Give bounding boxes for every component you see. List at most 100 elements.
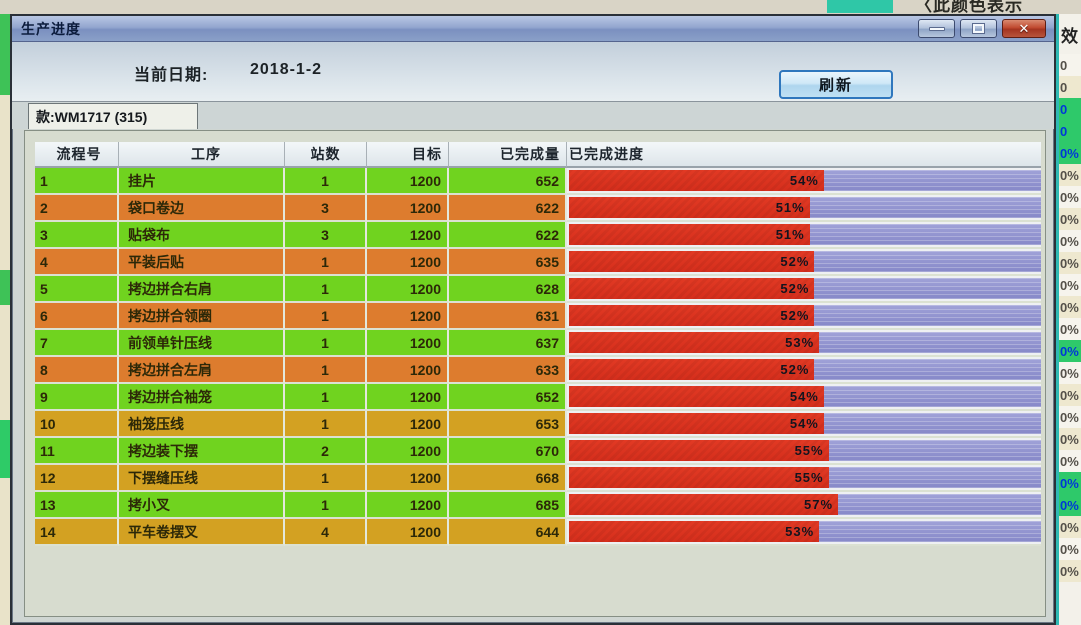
cell-completed: 644 (449, 519, 567, 546)
table-row: 10 袖笼压线 1 1200 653 54% (35, 411, 1041, 438)
column-header: 工序 (119, 142, 285, 168)
current-date-label: 当前日期: (134, 67, 209, 84)
cell-progress: 57% (567, 492, 1041, 519)
progress-bar-fill: 52% (569, 278, 814, 299)
table-row: 4 平装后贴 1 1200 635 52% (35, 249, 1041, 276)
cell-completed: 668 (449, 465, 567, 492)
progress-percent-label: 54% (789, 173, 819, 188)
cell-stations: 1 (285, 168, 367, 195)
cell-completed: 652 (449, 168, 567, 195)
cell-process-no: 5 (35, 276, 119, 303)
window-titlebar[interactable]: 生产进度 ✕ (12, 16, 1054, 42)
efficiency-cell-list: 0 0 0 0 0% 0% 0% 0% 0% 0% 0% 0% 0% 0% 0% 0% 0% 0% 0% 0% 0% 0%… (1059, 54, 1081, 582)
efficiency-cell: 0% (1059, 164, 1081, 186)
progress-bar-fill: 52% (569, 251, 814, 272)
progress-percent-label: 53% (785, 335, 815, 350)
close-button[interactable]: ✕ (1002, 19, 1046, 38)
efficiency-cell: 0 (1059, 98, 1081, 120)
cell-target: 1200 (367, 438, 449, 465)
cell-stations: 3 (285, 222, 367, 249)
window-title: 生产进度 (21, 20, 81, 37)
cell-stations: 1 (285, 249, 367, 276)
progress-percent-label: 54% (789, 416, 819, 431)
progress-bar-fill: 52% (569, 359, 814, 380)
cell-completed: 670 (449, 438, 567, 465)
tab-style-wm1717[interactable]: 款:WM1717 (315) (28, 103, 198, 129)
cell-stations: 1 (285, 492, 367, 519)
cell-target: 1200 (367, 492, 449, 519)
table-row: 5 拷边拼合右肩 1 1200 628 52% (35, 276, 1041, 303)
cell-stations: 1 (285, 465, 367, 492)
close-icon: ✕ (1018, 21, 1030, 36)
column-header: 已完成进度 (567, 142, 1041, 168)
cell-process-no: 6 (35, 303, 119, 330)
efficiency-cell: 0% (1059, 494, 1081, 516)
color-legend-swatch (827, 0, 893, 13)
cell-target: 1200 (367, 249, 449, 276)
cell-stations: 4 (285, 519, 367, 546)
efficiency-cell: 0 (1059, 76, 1081, 98)
cell-completed: 622 (449, 195, 567, 222)
cell-operation: 袖笼压线 (119, 411, 285, 438)
minimize-button[interactable] (918, 19, 955, 38)
progress-bar-fill: 57% (569, 494, 838, 515)
cell-process-no: 4 (35, 249, 119, 276)
table-row: 12 下摆缝压线 1 1200 668 55% (35, 465, 1041, 492)
progress-bar-track: 54% (569, 386, 1041, 407)
cell-progress: 51% (567, 195, 1041, 222)
table-row: 11 拷边装下摆 2 1200 670 55% (35, 438, 1041, 465)
cell-stations: 1 (285, 276, 367, 303)
maximize-button[interactable] (960, 19, 997, 38)
cell-operation: 拷边拼合左肩 (119, 357, 285, 384)
progress-percent-label: 54% (789, 389, 819, 404)
progress-bar-fill: 53% (569, 521, 819, 542)
progress-bar-track: 52% (569, 359, 1041, 380)
cell-operation: 挂片 (119, 168, 285, 195)
minimize-icon (928, 26, 945, 31)
efficiency-cell: 0% (1059, 186, 1081, 208)
cell-target: 1200 (367, 411, 449, 438)
column-header: 已完成量 (449, 142, 567, 168)
cell-progress: 52% (567, 303, 1041, 330)
refresh-button[interactable]: 刷新 (779, 70, 893, 99)
efficiency-cell: 0 (1059, 120, 1081, 142)
cell-operation: 拷边装下摆 (119, 438, 285, 465)
progress-bar-track: 57% (569, 494, 1041, 515)
table-row: 6 拷边拼合领圈 1 1200 631 52% (35, 303, 1041, 330)
cell-stations: 1 (285, 330, 367, 357)
cell-completed: 653 (449, 411, 567, 438)
efficiency-cell: 0% (1059, 406, 1081, 428)
color-legend-note: 〈此颜色表示 (915, 0, 1023, 14)
efficiency-cell: 0% (1059, 428, 1081, 450)
tab-page-panel: 流程号 工序 站数 目标 已完成量 已完成进度 1 挂片 1 1200 652 54% 2 袋口卷边 3 1… (24, 130, 1046, 617)
cell-progress: 54% (567, 411, 1041, 438)
cell-operation: 前领单针压线 (119, 330, 285, 357)
cell-target: 1200 (367, 195, 449, 222)
cell-stations: 1 (285, 357, 367, 384)
cell-progress: 51% (567, 222, 1041, 249)
cell-progress: 53% (567, 519, 1041, 546)
cell-completed: 631 (449, 303, 567, 330)
table-row: 3 贴袋布 3 1200 622 51% (35, 222, 1041, 249)
progress-percent-label: 52% (780, 254, 810, 269)
cell-completed: 628 (449, 276, 567, 303)
efficiency-cell: 0% (1059, 538, 1081, 560)
cell-operation: 拷边拼合右肩 (119, 276, 285, 303)
progress-bar-track: 54% (569, 170, 1041, 191)
efficiency-cell: 0% (1059, 208, 1081, 230)
current-date-value: 2018-1-2 (250, 61, 323, 78)
column-header: 站数 (285, 142, 367, 168)
cell-stations: 2 (285, 438, 367, 465)
cell-process-no: 14 (35, 519, 119, 546)
efficiency-cell: 0% (1059, 362, 1081, 384)
cell-completed: 637 (449, 330, 567, 357)
efficiency-cell: 0% (1059, 318, 1081, 340)
background-window-top-strip: 〈此颜色表示 (0, 0, 1081, 14)
cell-process-no: 10 (35, 411, 119, 438)
table-row: 2 袋口卷边 3 1200 622 51% (35, 195, 1041, 222)
cell-target: 1200 (367, 303, 449, 330)
background-window-left-strip (0, 14, 10, 625)
progress-bar-fill: 55% (569, 467, 829, 488)
efficiency-cell: 0% (1059, 450, 1081, 472)
efficiency-cell: 0% (1059, 252, 1081, 274)
